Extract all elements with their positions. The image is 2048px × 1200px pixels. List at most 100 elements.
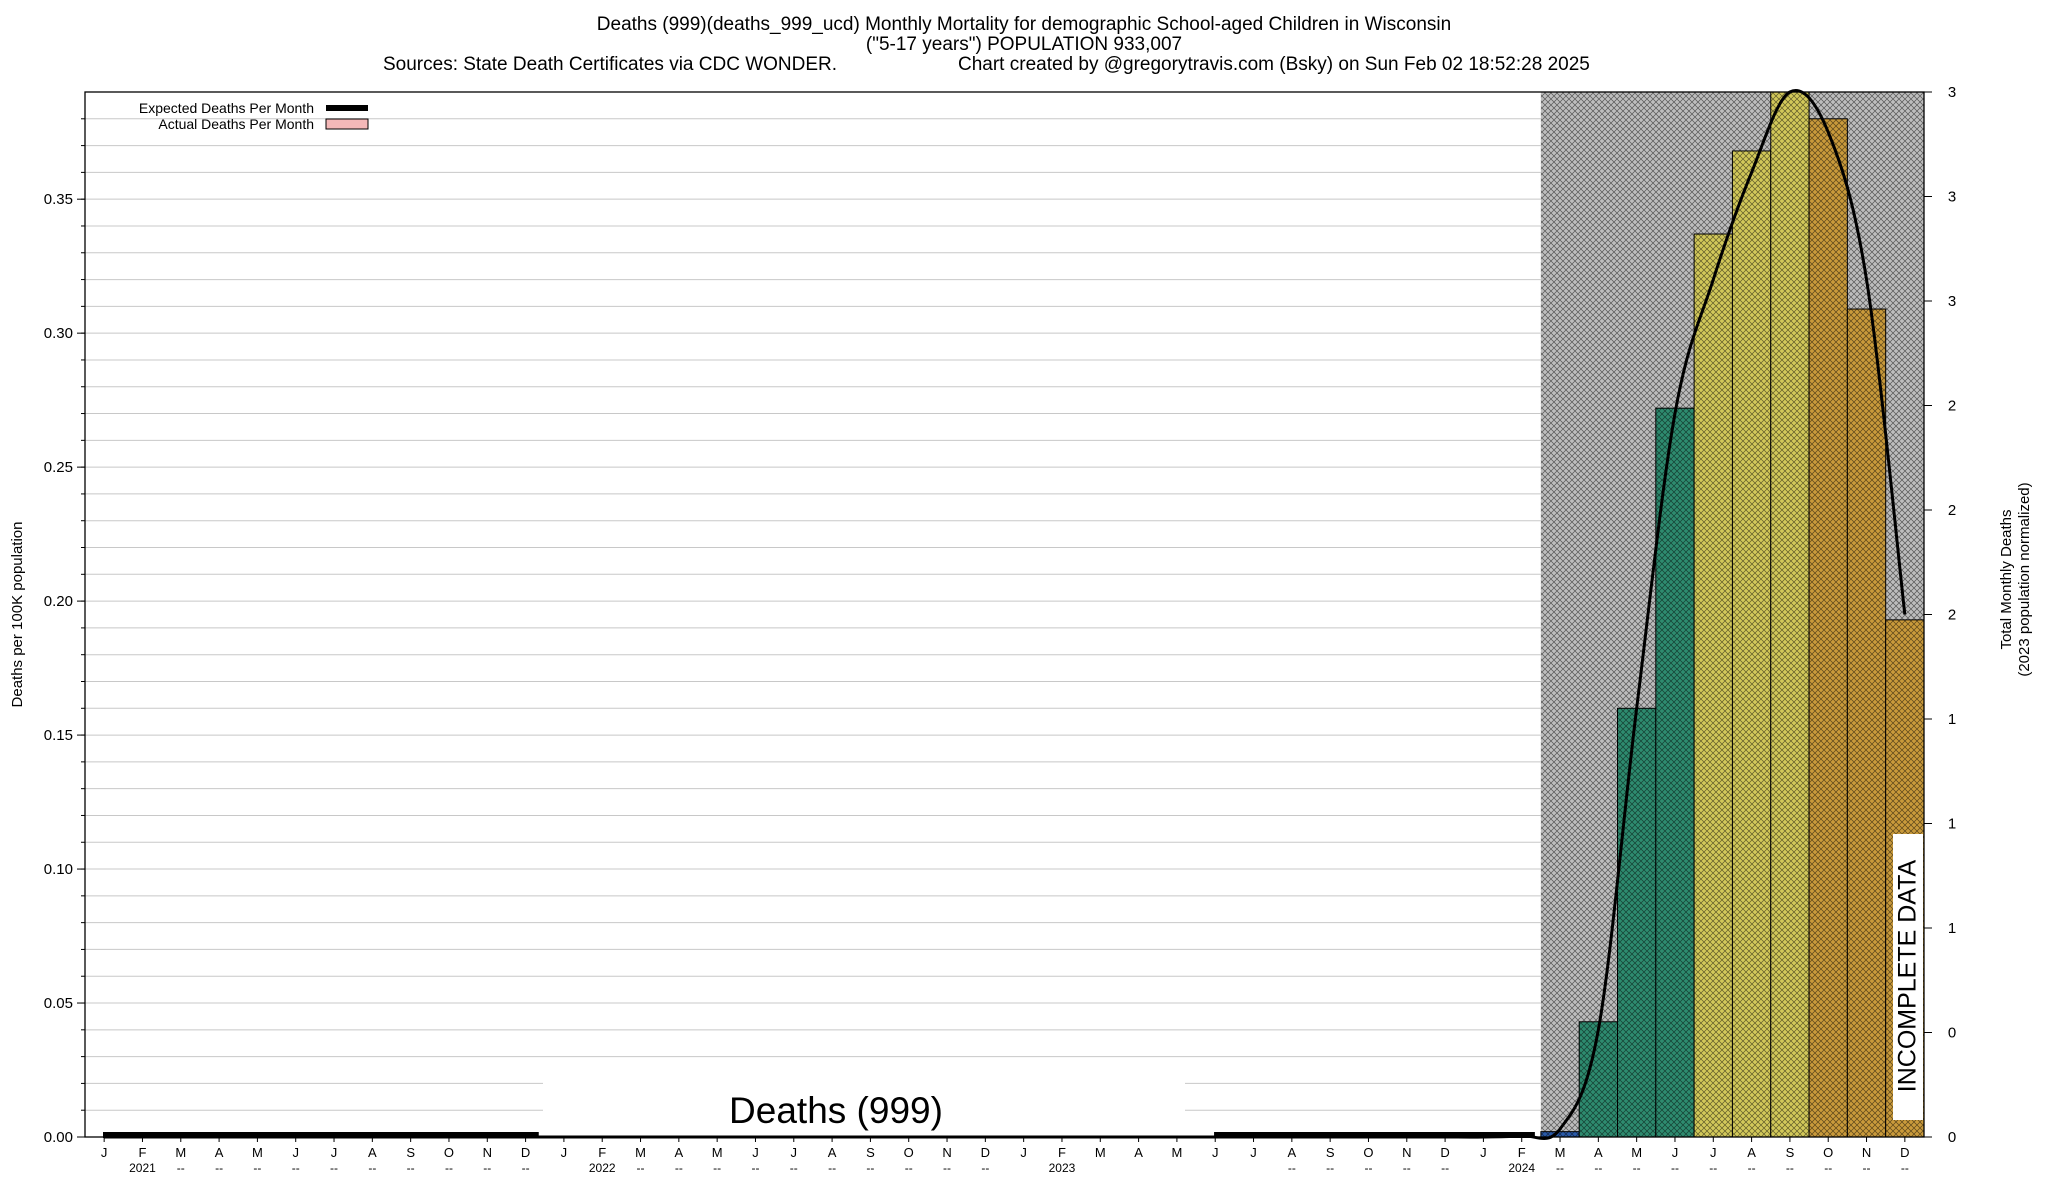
x-dash-label: -- [522,1161,530,1175]
center-label-bg [543,1075,1185,1137]
x-month-label: J [1672,1145,1679,1160]
chart-sources: Sources: State Death Certificates via CD… [383,54,838,75]
x-month-label: J [791,1145,798,1160]
x-month-label: M [1095,1145,1106,1160]
x-dash-label: -- [1556,1161,1564,1175]
x-dash-label: -- [368,1161,376,1175]
y2-tick-label: 2 [1948,398,1956,415]
x-month-label: D [1900,1145,1909,1160]
x-year-label: 2022 [589,1161,616,1175]
bar-hatch [1617,708,1656,1137]
x-dash-label: -- [637,1161,645,1175]
x-dash-label: -- [330,1161,338,1175]
x-dash-label: -- [1863,1161,1871,1175]
x-dash-label: -- [1786,1161,1794,1175]
x-month-label: J [292,1145,299,1160]
x-month-label: M [1171,1145,1182,1160]
x-month-label: F [1058,1145,1066,1160]
y-tick-label: 0.30 [44,325,73,342]
x-month-label: J [561,1145,568,1160]
x-month-label: J [1212,1145,1219,1160]
chart-title: Deaths (999)(deaths_999_ucd) Monthly Mor… [596,14,1452,35]
x-dash-label: -- [1748,1161,1756,1175]
x-dash-label: -- [1326,1161,1334,1175]
x-dash-label: -- [751,1161,759,1175]
chart-center-label: Deaths (999) [729,1090,943,1131]
incomplete-data-label: INCOMPLETE DATA [1894,859,1922,1092]
bar-hatch [1540,1131,1580,1137]
y2-tick-label: 2 [1948,502,1956,519]
x-month-label: D [1440,1145,1449,1160]
y2-tick-label: 0 [1948,1129,1956,1146]
y-tick-label: 0.25 [44,459,73,476]
y2-axis-label-2: (2023 population normalized) [2016,482,2033,676]
x-dash-label: -- [1403,1161,1411,1175]
x-month-label: A [828,1145,837,1160]
x-dash-label: -- [905,1161,913,1175]
y-tick-label: 0.15 [44,727,73,744]
x-month-label: N [942,1145,951,1160]
x-month-label: A [675,1145,684,1160]
x-month-label: O [1363,1145,1373,1160]
x-month-label: M [1555,1145,1566,1160]
x-dash-label: -- [828,1161,836,1175]
y2-tick-label: 3 [1948,293,1956,310]
bar-hatch [1809,118,1848,1138]
x-dash-label: -- [943,1161,951,1175]
x-month-label: A [1747,1145,1756,1160]
x-month-label: F [138,1145,146,1160]
y2-tick-label: 1 [1948,711,1956,728]
x-dash-label: -- [1441,1161,1449,1175]
x-month-label: N [1402,1145,1411,1160]
x-month-label: S [866,1145,875,1160]
x-month-label: J [752,1145,759,1160]
bar-hatch [1579,1021,1618,1137]
y-axis-label: Deaths per 100K population [9,522,26,708]
x-dash-label: -- [1633,1161,1641,1175]
legend-swatch-actual [325,118,369,130]
incomplete-label-bg [1893,834,1923,1120]
x-month-label: O [1823,1145,1833,1160]
bar-hatch [1847,309,1886,1137]
x-month-label: J [1480,1145,1487,1160]
x-dash-label: -- [1364,1161,1372,1175]
x-dash-label: -- [1288,1161,1296,1175]
x-month-label: M [712,1145,723,1160]
x-dash-label: -- [1594,1161,1602,1175]
y2-tick-label: 0 [1948,1025,1956,1042]
chart-credit: Chart created by @gregorytravis.com (Bsk… [958,54,1590,75]
x-month-label: M [175,1145,186,1160]
chart-source-line: Sources: State Death Certificates via CD… [0,54,2048,120]
x-month-label: S [406,1145,415,1160]
y-tick-label: 0.20 [44,593,73,610]
x-dash-label: -- [675,1161,683,1175]
y-tick-label: 0.35 [44,191,73,208]
x-dash-label: -- [790,1161,798,1175]
bar-hatch [1732,150,1771,1137]
x-month-label: S [1326,1145,1335,1160]
x-month-label: J [1020,1145,1027,1160]
x-month-label: A [368,1145,377,1160]
x-dash-label: -- [866,1161,874,1175]
x-dash-label: -- [483,1161,491,1175]
x-dash-label: -- [253,1161,261,1175]
x-month-label: F [1518,1145,1526,1160]
x-dash-label: -- [1824,1161,1832,1175]
x-dash-label: -- [1671,1161,1679,1175]
x-month-label: N [1862,1145,1871,1160]
x-month-label: M [252,1145,263,1160]
x-month-label: F [598,1145,606,1160]
y2-tick-label: 2 [1948,607,1956,624]
x-dash-label: -- [445,1161,453,1175]
x-month-label: J [331,1145,338,1160]
x-month-label: A [215,1145,224,1160]
y2-tick-label: 1 [1948,920,1956,937]
y-tick-label: 0.10 [44,861,73,878]
y-tick-label: 0.00 [44,1129,73,1146]
x-dash-label: -- [292,1161,300,1175]
x-month-label: A [1288,1145,1297,1160]
legend-label-expected: Expected Deaths Per Month [139,100,314,116]
x-year-label: 2023 [1049,1161,1076,1175]
chart-subtitle: ("5-17 years") POPULATION 933,007 [865,34,1183,55]
